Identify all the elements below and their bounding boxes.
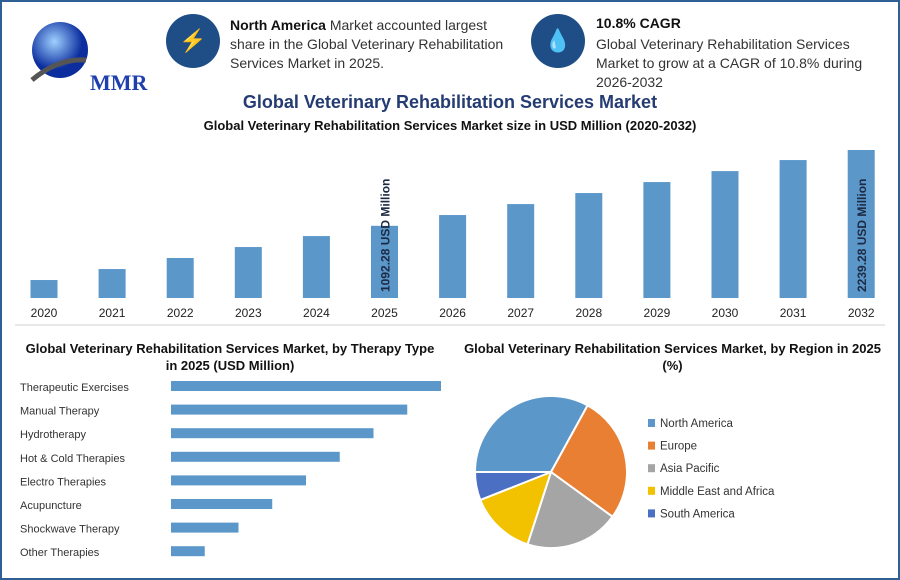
bar-shockwave-therapy — [171, 522, 239, 533]
category-label: Hot & Cold Therapies — [20, 453, 125, 465]
legend-label: Middle East and Africa — [660, 486, 775, 498]
x-tick-label: 2029 — [644, 306, 671, 320]
therapy-type-chart: Therapeutic Exercises Manual Therapy Hydro… — [20, 381, 441, 559]
bar-acupuncture — [171, 499, 273, 509]
bar-2025 — [371, 225, 398, 298]
bar-2029 — [643, 182, 671, 298]
x-tick-label: 2025 — [371, 306, 398, 320]
x-tick-label: 2027 — [507, 306, 534, 320]
legend-label: Asia Pacific — [660, 463, 720, 475]
category-label: Acupuncture — [20, 500, 82, 512]
bar-hot-cold-therapies — [171, 451, 340, 462]
x-tick-label: 2031 — [780, 306, 807, 320]
bar-2026 — [439, 215, 467, 298]
legend-swatch — [648, 419, 655, 427]
mmr-logo: MMR — [28, 18, 147, 95]
main-title: Global Veterinary Rehabilitation Service… — [242, 92, 658, 112]
bar-hydrotherapy — [171, 428, 374, 439]
category-label: Electro Therapies — [20, 476, 107, 488]
pie-slice-middle-east-and-africa — [479, 470, 553, 546]
bar-2021 — [98, 269, 126, 298]
legend-label: North America — [660, 418, 733, 430]
market-size-chart: 2020 2021 2022 2023 2024 2025 1092.28 USD Mill… — [15, 150, 885, 326]
bar-electro-therapies — [171, 475, 306, 486]
legend-label: South America — [660, 508, 735, 520]
bar-other-therapies — [171, 546, 205, 557]
category-label: Manual Therapy — [20, 406, 100, 418]
region-pie-chart: North America Europe Asia Pacific Middle Ea… — [473, 395, 775, 549]
bar-2027 — [507, 204, 535, 298]
legend-swatch — [648, 509, 655, 518]
pie-slice-south-america — [473, 471, 552, 502]
x-tick-label: 2023 — [235, 306, 262, 320]
x-tick-label: 2020 — [31, 306, 58, 320]
highlight-north-america: North America Market accounted largest s… — [230, 16, 510, 73]
bar-2023 — [234, 247, 262, 298]
region-chart-title: Global Veterinary Rehabilitation Service… — [464, 341, 881, 373]
highlight-cagr: 10.8% CAGR Global Veterinary Rehabilitat… — [596, 14, 876, 92]
legend-swatch — [648, 486, 655, 495]
category-label: Shockwave Therapy — [20, 524, 120, 536]
pie-slice-europe — [549, 404, 628, 519]
logo-text: MMR — [90, 70, 148, 95]
bar-manual-therapy — [171, 404, 408, 415]
therapy-chart-title: Global Veterinary Rehabilitation Service… — [25, 341, 435, 373]
pie-slice-asia-pacific — [526, 470, 614, 549]
legend-swatch — [648, 441, 655, 450]
growth-icon: 💧 — [531, 14, 585, 68]
lightning-icon: ⚡ — [166, 14, 220, 68]
highlight-bold: North America — [230, 17, 326, 33]
data-label: 2239.28 USD Million — [855, 179, 869, 292]
x-tick-label: 2030 — [712, 306, 739, 320]
data-label: 1092.28 USD Million — [379, 179, 393, 292]
category-label: Hydrotherapy — [20, 429, 87, 441]
legend-label: Europe — [660, 441, 697, 453]
bar-2024 — [302, 236, 330, 298]
bar-2030 — [711, 171, 739, 298]
x-tick-label: 2022 — [167, 306, 194, 320]
bar-2032 — [847, 150, 875, 298]
bar-2020 — [30, 280, 58, 298]
x-tick-label: 2024 — [303, 306, 330, 320]
highlight-text: Market accounted largest share in the Gl… — [230, 17, 504, 71]
highlight-text: Global Veterinary Rehabilitation Service… — [596, 36, 863, 90]
x-tick-label: 2026 — [439, 306, 466, 320]
bar-2028 — [575, 193, 603, 298]
bar-chart-title: Global Veterinary Rehabilitation Service… — [203, 118, 697, 133]
x-tick-label: 2032 — [848, 306, 875, 320]
bar-2022 — [166, 258, 194, 298]
bar-2031 — [779, 160, 807, 298]
legend-swatch — [648, 464, 655, 473]
category-label: Other Therapies — [20, 547, 100, 559]
x-tick-label: 2021 — [99, 306, 126, 320]
globe-icon — [30, 22, 88, 82]
bar-therapeutic-exercises — [171, 381, 441, 391]
pie-slice-north-america — [473, 395, 589, 473]
highlight-bold: 10.8% CAGR — [596, 15, 681, 31]
category-label: Therapeutic Exercises — [20, 382, 129, 394]
x-tick-label: 2028 — [575, 306, 602, 320]
